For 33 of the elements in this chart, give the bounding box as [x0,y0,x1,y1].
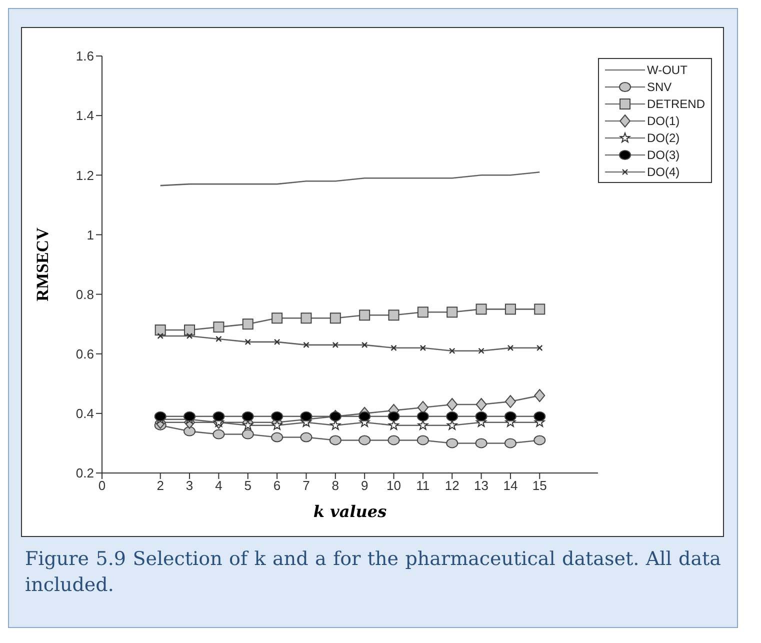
y-tick-label: 0.4 [76,406,94,422]
caption: Figure 5.9 Selection of k and a for the pharmaceutical dataset. All data included. [25,547,721,598]
x-tick-label: 11 [416,478,430,494]
x-tick-label: 3 [186,478,194,494]
x-tick-label: 4 [215,478,222,494]
x-tick-label: 14 [503,478,518,494]
x-tick-label: 12 [444,478,460,494]
legend-label: DETREND [646,96,705,110]
y-tick-label: 1.2 [76,168,94,183]
legend-label: W-OUT [646,62,688,76]
y-tick-label: 0.2 [76,466,94,481]
y-tick-label: 1 [86,227,94,242]
y-tick-label: 1.4 [76,108,94,124]
x-tick-label: 10 [386,478,401,494]
y-tick-label: 1.6 [76,48,94,64]
x-tick-label: 8 [332,478,340,494]
legend-label: SNV [646,80,672,94]
y-tick-label: 0.8 [76,286,94,302]
legend-label: DO(3) [646,148,680,162]
legend-label: DO(1) [646,114,680,128]
x-tick-label: 13 [474,478,489,494]
y-tick-label: 0.6 [76,346,94,362]
x-tick-label: 6 [273,478,281,494]
x-tick-label: 7 [302,478,310,494]
legend-label: DO(4) [646,164,680,178]
legend-label: DO(2) [646,130,680,144]
y-axis-title: RMSECV [33,226,52,302]
x-tick-label: 2 [156,478,164,494]
x-tick-label: 9 [360,478,368,494]
x-tick-label: 0 [98,478,106,494]
x-tick-label: 15 [532,478,547,494]
x-axis-title: k values [313,502,387,521]
x-tick-label: 5 [244,478,252,494]
